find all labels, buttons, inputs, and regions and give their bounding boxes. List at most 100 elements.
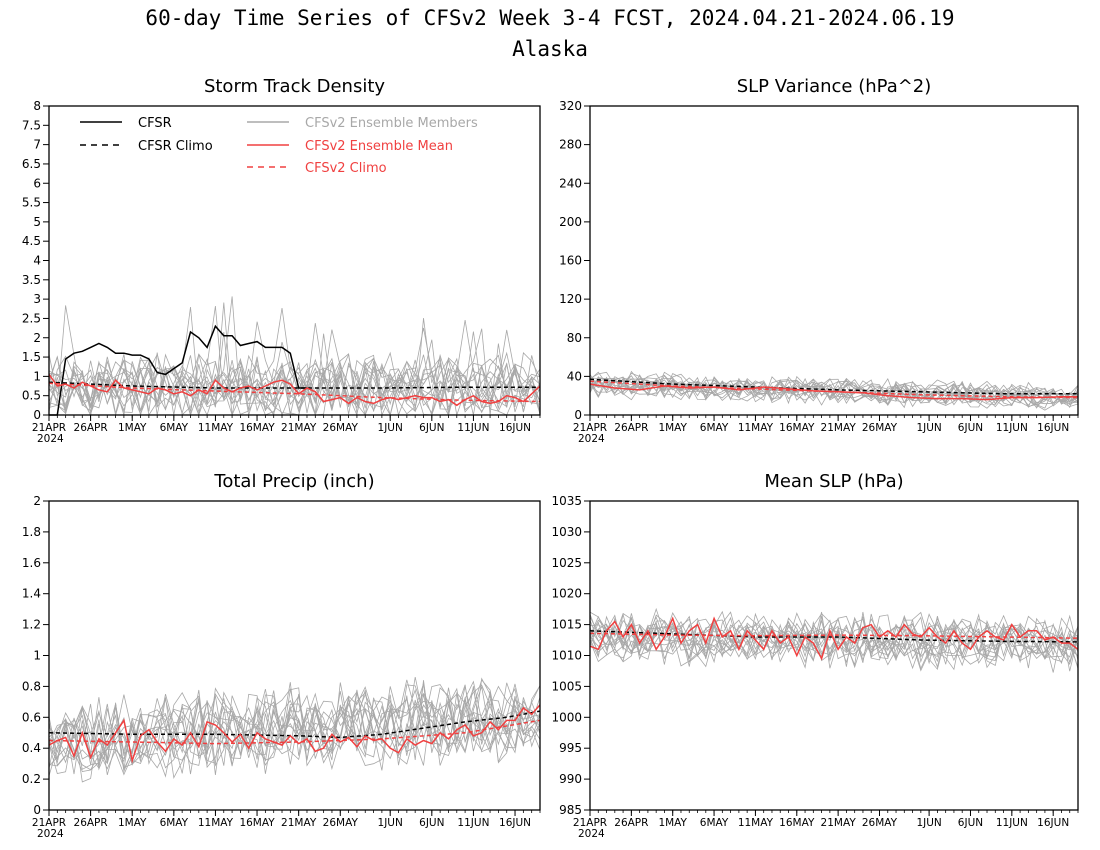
series-cfsr-climo [48,381,540,389]
y-tick-label: 5.5 [22,196,41,210]
ensemble-member-line [589,376,1079,409]
y-tick-label: 1000 [551,710,582,724]
x-tick-label: 26MAY [323,422,359,434]
series-cfsv2-ensemble-mean [48,373,541,407]
x-tick-label: 1MAY [118,422,147,434]
series-cfsr-climo [589,378,1078,395]
y-tick-label: 0 [33,408,41,422]
y-tick-label: 2.5 [22,311,41,325]
legend: CFSR CFSR Climo CFSv2 Ensemble Members CFSv… [80,116,478,176]
x-tick-label: 21MAY [281,422,317,434]
series-cfsv2-climo [589,632,1079,639]
y-tick-label: 4.5 [22,234,41,248]
x-tick-label: 16MAY [239,817,275,829]
x-tick-label: 6MAY [700,422,729,434]
chart-panel-3: Total Precip (inch) 0 0.2 0.4 0.6 0.8 1 1.2 1.4 1… [22,471,541,840]
x-tick-label: 26APR [74,422,108,434]
x-tick-label: 16JUN [499,422,531,434]
plot-frame [589,105,1079,416]
y-tick-label: 985 [559,803,582,817]
y-tick-label: 0.2 [22,772,41,786]
y-tick-label: 1.2 [22,618,41,632]
legend-label: CFSv2 Ensemble Members [305,116,478,131]
y-tick-label: 40 [567,369,582,383]
legend-label: CFSR Climo [138,139,213,154]
y-tick-label: 160 [559,254,582,268]
ensemble-member-line [48,692,541,767]
x-year-label: 2024 [578,433,605,445]
x-tick-label: 26APR [74,817,108,829]
x-tick-label: 6MAY [700,817,729,829]
y-tick-label: 1035 [551,494,582,508]
y-tick-label: 0.5 [22,389,41,403]
y-tick-label: 3 [33,292,41,306]
y-tick-label: 0 [574,408,582,422]
y-tick-label: 3.5 [22,273,41,287]
x-tick-label: 21MAY [821,817,857,829]
chart-title: Storm Track Density [204,76,385,97]
x-tick-label: 26MAY [323,817,359,829]
ensemble-member-line [589,611,1079,670]
x-tick-label: 1JUN [916,817,941,829]
ensemble-member-line [589,378,1079,408]
y-tick-label: 320 [559,99,582,113]
y-tick-label: 8 [33,99,41,113]
y-tick-label: 1020 [551,587,582,601]
x-tick-label: 11JUN [996,422,1028,434]
y-tick-label: 1005 [551,679,582,693]
x-tick-label: 11MAY [738,817,774,829]
x-tick-label: 21APR [32,817,66,829]
chart-title: SLP Variance (hPa^2) [737,76,932,97]
y-tick-label: 7.5 [22,118,41,132]
x-tick-label: 21APR [573,422,607,434]
y-tick-label: 2 [33,494,41,508]
ensemble-member-line [48,677,541,779]
y-tick-label: 995 [559,741,582,755]
x-tick-label: 21APR [573,817,607,829]
x-tick-label: 6MAY [160,817,189,829]
y-tick-label: 0.8 [22,679,41,693]
y-tick-label: 80 [567,331,582,345]
ensemble-members [48,296,541,417]
ensemble-member-line [48,677,541,770]
ensemble-member-line [589,370,1079,408]
y-tick-label: 1.6 [22,556,41,570]
legend-label: CFSR [138,116,172,131]
ensemble-members [589,370,1079,411]
y-tick-label: 4 [33,254,41,268]
chart-title: Mean SLP (hPa) [764,471,903,492]
y-tick-label: 120 [559,292,582,306]
y-tick-label: 1 [33,369,41,383]
y-tick-label: 7 [33,138,41,152]
x-tick-label: 1JUN [916,422,941,434]
x-tick-label: 16JUN [1037,422,1069,434]
x-tick-label: 1MAY [658,817,687,829]
y-tick-label: 1015 [551,618,582,632]
y-tick-label: 0.4 [22,741,41,755]
y-tick-label: 200 [559,215,582,229]
x-year-label: 2024 [37,433,64,445]
x-tick-label: 6JUN [958,817,983,829]
page-title: 60-day Time Series of CFSv2 Week 3-4 FCS… [145,6,955,30]
legend-label: CFSv2 Climo [305,161,387,176]
x-tick-label: 6JUN [419,817,444,829]
x-tick-label: 1JUN [378,817,403,829]
y-tick-label: 1.4 [22,587,41,601]
chart-panel-2: SLP Variance (hPa^2) 0 40 80 120 160 200 240 280… [559,76,1079,445]
series-cfsv2-ensemble-mean [589,383,1078,401]
x-tick-label: 26MAY [862,422,898,434]
chart-panel-1: Storm Track Density 0 0.5 1 1.5 2 2.5 3 3.5 4 4.5 5… [22,76,541,445]
y-tick-label: 1025 [551,556,582,570]
ensemble-member-line [589,611,1079,668]
chart-title: Total Precip (inch) [213,471,374,492]
y-tick-label: 5 [33,215,41,229]
ensemble-members [48,677,541,783]
y-tick-label: 2 [33,331,41,345]
page-subtitle: Alaska [512,37,588,61]
x-tick-label: 21MAY [281,817,317,829]
x-tick-label: 6JUN [419,422,444,434]
y-tick-label: 1010 [551,649,582,663]
y-tick-label: 1030 [551,525,582,539]
